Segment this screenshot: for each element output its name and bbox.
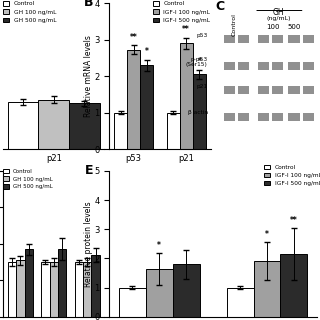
Text: **: ** [290,216,298,225]
Y-axis label: Relative mRNA levels: Relative mRNA levels [84,35,93,117]
Bar [258,86,269,94]
Bar [114,113,127,149]
Text: 500: 500 [288,24,301,30]
Bar [8,102,38,149]
Bar [38,100,69,149]
Bar [238,113,249,121]
Bar [238,86,249,94]
Bar [146,269,173,317]
Text: *: * [197,57,201,66]
Bar [75,262,83,317]
Bar [83,262,92,317]
Bar [288,61,300,69]
Bar [140,65,153,149]
Bar [258,35,269,43]
Text: (ng/mL): (ng/mL) [266,16,291,21]
Bar [180,43,193,149]
Bar [238,61,249,69]
Text: β actin: β actin [188,110,208,116]
Bar [41,262,50,317]
Bar [253,261,280,317]
Bar [16,260,25,317]
Bar [272,61,284,69]
Bar [224,113,235,121]
Bar [303,61,314,69]
Text: GH: GH [273,8,284,17]
Bar [224,35,235,43]
Bar [303,113,314,121]
Bar [272,113,284,121]
Text: *: * [157,241,161,250]
Text: p21: p21 [196,84,208,89]
Bar [58,249,66,317]
Text: p53: p53 [196,33,208,38]
Bar [303,35,314,43]
Legend: Control, GH 100 ng/mL, GH 500 ng/mL: Control, GH 100 ng/mL, GH 500 ng/mL [1,0,59,25]
Legend: Control, GH 100 ng/mL, GH 500 ng/mL: Control, GH 100 ng/mL, GH 500 ng/mL [1,166,55,192]
Text: 100: 100 [267,24,280,30]
Text: **: ** [130,33,138,42]
Text: *: * [145,47,149,56]
Bar [127,50,140,149]
Bar [272,86,284,94]
Text: **: ** [182,25,190,34]
Bar [167,113,180,149]
Bar [258,61,269,69]
Bar [92,255,100,317]
Text: Control: Control [231,13,236,36]
Bar [280,254,308,317]
Text: *: * [265,230,269,239]
Bar [288,35,300,43]
Bar [8,262,16,317]
Bar [224,61,235,69]
Legend: Control, IGF-I 100 ng/mL, IGF-I 500 ng/mL: Control, IGF-I 100 ng/mL, IGF-I 500 ng/m… [150,0,213,25]
Bar [288,113,300,121]
Bar [272,35,284,43]
Text: p-p53
(Ser15): p-p53 (Ser15) [186,57,208,67]
Y-axis label: Relative protein levels: Relative protein levels [84,201,93,287]
Text: B: B [84,0,94,9]
Bar [25,249,33,317]
Bar [258,113,269,121]
Legend: Control, IGF-I 100 ng/mL, IGF-I 500 ng/mL: Control, IGF-I 100 ng/mL, IGF-I 500 ng/m… [262,162,320,188]
Bar [227,288,253,317]
Text: C: C [216,0,225,13]
Bar [193,74,206,149]
Bar [119,288,146,317]
Bar [303,86,314,94]
Bar [69,103,100,149]
Bar [173,264,200,317]
Bar [288,86,300,94]
Bar [238,35,249,43]
Bar [224,86,235,94]
Text: E: E [84,164,93,177]
Bar [50,262,58,317]
